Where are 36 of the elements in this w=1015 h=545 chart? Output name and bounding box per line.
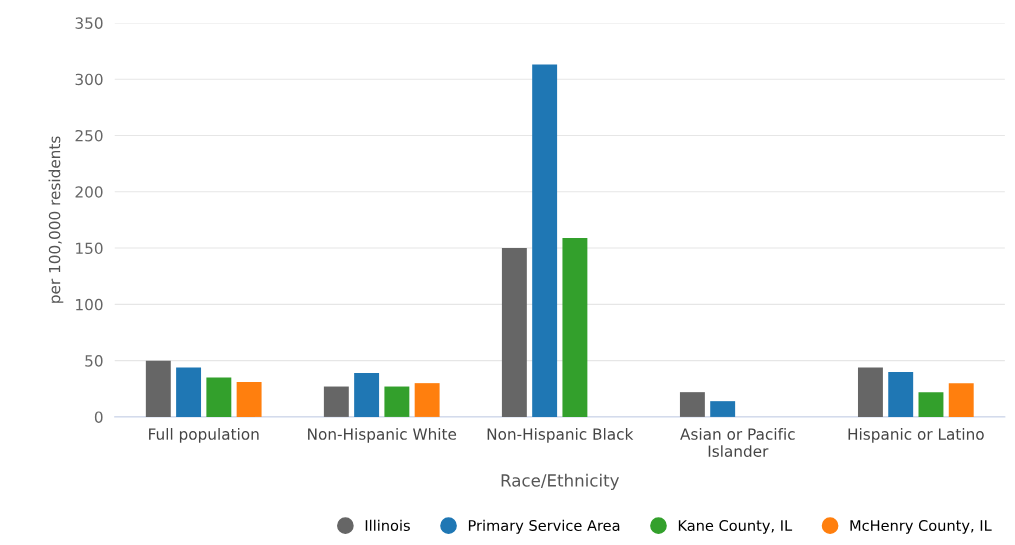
bar (501, 248, 527, 417)
x-tick-label: Hispanic or Latino (848, 428, 984, 443)
y-tick-label: 50 (85, 355, 103, 367)
legend-label: Kane County, IL (678, 519, 793, 534)
bar (562, 237, 588, 417)
bar (323, 386, 349, 417)
legend-label: Primary Service Area (468, 519, 620, 534)
bar (948, 383, 974, 417)
bar (679, 392, 705, 417)
bar (176, 367, 202, 417)
bar (532, 64, 558, 417)
y-tick-label: 100 (76, 298, 103, 311)
bar (918, 392, 944, 417)
x-tick-label: Non-Hispanic White (308, 428, 457, 443)
bar (206, 377, 232, 417)
bar (888, 371, 914, 417)
bar (414, 383, 440, 417)
x-tick-label: Asian or Pacific Islander (680, 428, 795, 457)
bar (145, 360, 171, 417)
bar (236, 382, 262, 417)
y-tick-label: 300 (75, 73, 103, 86)
x-tick-label: Non-Hispanic Black (487, 428, 634, 443)
x-tick-label: Full population (149, 428, 259, 443)
legend-label: McHenry County, IL (850, 519, 992, 534)
x-axis-title: Race/Ethnicity (501, 473, 620, 490)
bar (857, 367, 883, 417)
y-tick-label: 350 (75, 17, 103, 29)
y-tick-label: 0 (94, 411, 103, 423)
bar (710, 401, 736, 417)
y-tick-label: 250 (75, 129, 103, 142)
y-axis-title: per 100,000 residents (48, 136, 64, 303)
y-tick-label: 200 (75, 186, 103, 198)
bar (354, 373, 380, 417)
y-tick-label: 150 (76, 242, 103, 255)
legend-label: Illinois (365, 519, 410, 532)
bar (384, 386, 410, 417)
